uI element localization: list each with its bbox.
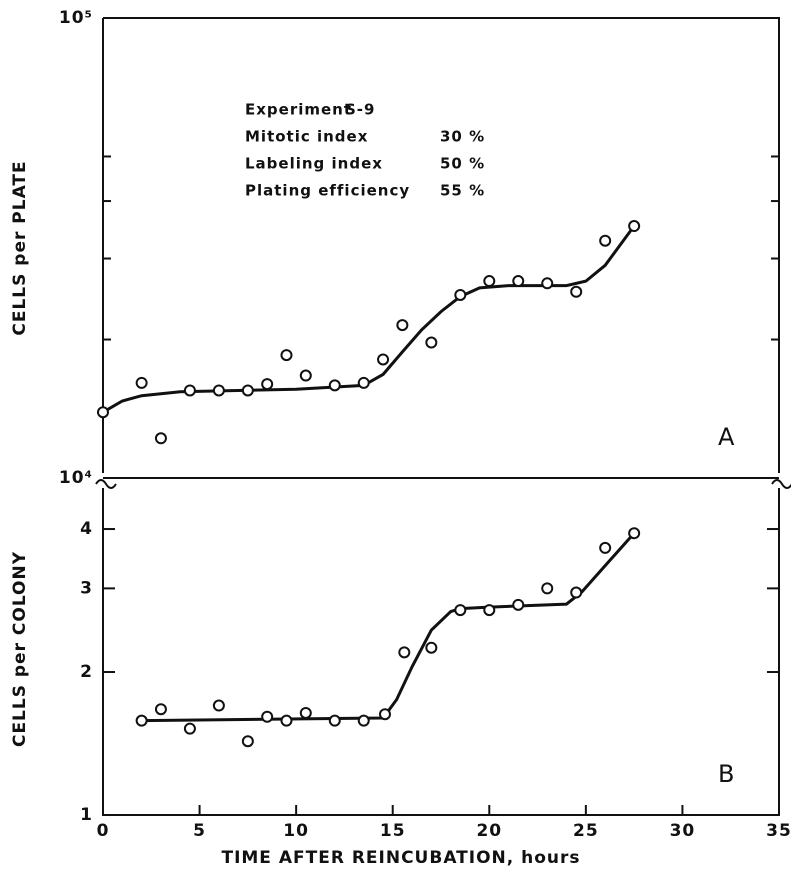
annotation-text: Mitotic index [245, 128, 368, 146]
data-point [454, 604, 467, 617]
y-tick-label: 4 [80, 519, 93, 539]
data-point [357, 376, 370, 389]
y-tick-label: 3 [80, 578, 93, 598]
data-point [483, 275, 496, 288]
x-tick-label: 30 [670, 821, 696, 841]
x-tick-label: 35 [766, 821, 791, 841]
y-axis-label: CELLS per PLATE [10, 160, 30, 335]
y-tick-label: 10⁴ [59, 468, 93, 488]
axis-break [95, 479, 791, 489]
x-axis-label: TIME AFTER REINCUBATION, hours [221, 848, 580, 868]
x-tick-label: 10 [283, 821, 309, 841]
annotation-value: 55 % [440, 182, 485, 200]
data-point [512, 275, 525, 288]
data-point [378, 708, 391, 721]
data-point [599, 541, 612, 554]
data-point [570, 285, 583, 298]
panel-label: B [718, 760, 735, 788]
data-point [628, 220, 641, 233]
y-tick-label: 1 [80, 805, 93, 825]
data-point [328, 379, 341, 392]
data-point [154, 432, 167, 445]
data-point [135, 714, 148, 727]
data-point [299, 369, 312, 382]
data-point [483, 604, 496, 617]
data-point [541, 277, 554, 290]
data-point [398, 646, 411, 659]
data-point [183, 722, 196, 735]
data-point [425, 641, 438, 654]
data-point [241, 735, 254, 748]
data-point [454, 288, 467, 301]
data-point [154, 703, 167, 716]
data-point [628, 527, 641, 540]
data-point [396, 319, 409, 332]
frame-a [102, 17, 780, 473]
data-point [183, 384, 196, 397]
x-tick-label: 20 [476, 821, 502, 841]
data-point [425, 336, 438, 349]
data-point [570, 586, 583, 599]
data-point [212, 699, 225, 712]
annotation-value: 50 % [440, 155, 485, 173]
x-tick-label: 5 [193, 821, 206, 841]
data-point [299, 706, 312, 719]
annotation-text: Labeling index [245, 155, 383, 173]
y-axis-label: CELLS per COLONY [10, 551, 30, 747]
data-point [135, 376, 148, 389]
annotation-text: Experiment [245, 101, 352, 119]
data-point [280, 714, 293, 727]
data-point [599, 234, 612, 247]
fit-curve [141, 532, 636, 723]
panel-label: A [718, 423, 735, 451]
data-point [512, 598, 525, 611]
data-point [377, 353, 390, 366]
data-point [357, 714, 370, 727]
data-point [212, 384, 225, 397]
data-point [261, 378, 274, 391]
annotation-value: 30 % [440, 128, 485, 146]
annotation-value: S-9 [345, 101, 375, 119]
fit-curve [102, 225, 636, 414]
data-point [328, 714, 341, 727]
frame-b [102, 477, 780, 816]
y-tick-label: 10⁵ [59, 8, 93, 28]
data-point [261, 710, 274, 723]
x-tick-label: 25 [573, 821, 599, 841]
data-point [241, 384, 254, 397]
data-point [541, 582, 554, 595]
x-tick-label: 15 [380, 821, 406, 841]
annotation-text: Plating efficiency [245, 182, 410, 200]
y-tick-label: 2 [80, 662, 93, 682]
data-point [97, 406, 109, 419]
x-tick-label: 0 [97, 821, 110, 841]
data-point [280, 349, 293, 362]
